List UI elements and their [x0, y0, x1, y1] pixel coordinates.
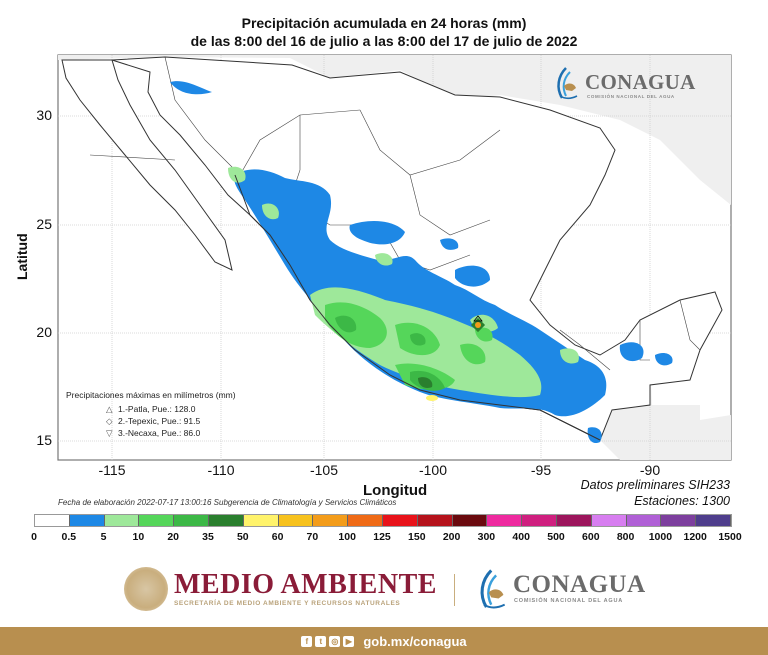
conagua-footer-logo-icon	[480, 569, 506, 609]
stations-count: Estaciones: 1300	[634, 494, 730, 508]
colorbar-tick-label: 1200	[683, 531, 707, 543]
x-axis-label: Longitud	[363, 482, 428, 499]
xtick-110: -110	[207, 462, 235, 478]
colorbar-tick-label: 200	[442, 531, 461, 543]
max-precip-item: ◇ 2.-Tepexic, Pue.: 91.5	[106, 416, 201, 426]
colorbar-swatch	[243, 515, 279, 526]
precipitation-map	[57, 54, 732, 461]
logo-divider	[454, 574, 455, 606]
data-source-note: Datos preliminares SIH233	[580, 478, 730, 492]
colorbar-tick-label: 800	[616, 531, 635, 543]
ytick-15: 15	[36, 432, 52, 448]
colorbar-swatch	[382, 515, 418, 526]
xtick-115: -115	[98, 462, 126, 478]
colorbar-tick-label: 60	[271, 531, 284, 543]
semarnat-logo-name: MEDIO AMBIENTE	[174, 569, 437, 600]
semarnat-logo-subtitle: SECRETARÍA DE MEDIO AMBIENTE Y RECURSOS …	[174, 600, 401, 607]
colorbar-tick-label: 500	[547, 531, 565, 543]
ytick-20: 20	[36, 324, 52, 340]
diamond-icon: ◇	[106, 416, 113, 426]
colorbar-swatch	[313, 515, 349, 526]
colorbar-tick-label: 20	[167, 531, 180, 543]
colorbar-swatch	[348, 515, 383, 526]
colorbar-swatch	[661, 515, 697, 526]
triangle-down-icon: ▽	[106, 428, 113, 438]
colorbar-tick-label: 100	[338, 531, 356, 543]
elaboration-date-note: Fecha de elaboración 2022-07-17 13:00:16…	[58, 498, 397, 507]
twitter-icon[interactable]: t	[315, 635, 327, 647]
website-link[interactable]: gob.mx/conagua	[363, 633, 467, 649]
colorbar-ticks: 0 0.5 5 10 20 35 50 60 70 100 125 150 200 300 400 500 60…	[31, 531, 742, 545]
xtick-90: -90	[639, 462, 661, 478]
colorbar-tick-label: 0.5	[61, 531, 77, 543]
colorbar-swatch	[452, 515, 488, 526]
colorbar-swatch	[139, 515, 175, 526]
conagua-logo-icon	[557, 67, 578, 100]
colorbar-swatch	[696, 515, 731, 526]
colorbar-tick-label: 125	[373, 531, 391, 543]
colorbar-swatch	[69, 515, 105, 526]
mexico-seal-icon	[124, 567, 168, 611]
conagua-footer-name: CONAGUA	[513, 571, 646, 598]
colorbar	[34, 514, 732, 527]
instagram-icon[interactable]: ◎	[329, 635, 341, 647]
xtick-95: -95	[530, 462, 552, 478]
colorbar-swatch	[556, 515, 592, 526]
colorbar-swatch	[278, 515, 314, 526]
colorbar-tick-label: 35	[202, 531, 214, 543]
youtube-icon[interactable]: ▶	[343, 635, 355, 647]
colorbar-tick-label: 50	[236, 531, 249, 543]
triangle-up-icon: △	[106, 404, 113, 414]
y-axis-label: Latitud	[14, 233, 30, 280]
colorbar-tick-label: 1500	[718, 531, 742, 543]
header-logo-subtitle: COMISIÓN NACIONAL DEL AGUA	[587, 94, 675, 99]
max-precip-legend: Precipitaciones máximas en milímetros (m…	[66, 390, 236, 439]
colorbar-swatch	[35, 515, 70, 526]
colorbar-tick-label: 1000	[648, 531, 673, 543]
colorbar-swatch	[626, 515, 662, 526]
conagua-footer-subtitle: COMISIÓN NACIONAL DEL AGUA	[514, 598, 624, 604]
colorbar-tick-label: 300	[477, 531, 496, 543]
colorbar-swatch	[522, 515, 557, 526]
xtick-105: -105	[309, 462, 339, 478]
chart-subtitle: de las 8:00 del 16 de julio a las 8:00 d…	[190, 33, 578, 49]
colorbar-tick-label: 70	[306, 531, 319, 543]
colorbar-swatch	[591, 515, 627, 526]
colorbar-tick-label: 150	[408, 531, 426, 543]
colorbar-swatch	[104, 515, 140, 526]
colorbar-tick-label: 5	[100, 531, 107, 543]
max-precip-item: △ 1.-Patla, Pue.: 128.0	[106, 404, 196, 414]
colorbar-tick-label: 0	[31, 531, 37, 543]
footer-bar: f t ◎ ▶ gob.mx/conagua	[0, 627, 768, 655]
colorbar-swatch	[417, 515, 453, 526]
colorbar-tick-label: 600	[582, 531, 600, 543]
ytick-30: 30	[36, 107, 52, 123]
max-precip-item: ▽ 3.-Necaxa, Pue.: 86.0	[106, 428, 201, 438]
colorbar-tick-label: 10	[132, 531, 145, 543]
header-logo-name: CONAGUA	[585, 70, 696, 94]
colorbar-tick-label: 400	[512, 531, 530, 543]
colorbar-swatch	[208, 515, 244, 526]
colorbar-swatch	[174, 515, 209, 526]
colorbar-swatch	[487, 515, 523, 526]
max-precip-title: Precipitaciones máximas en milímetros (m…	[66, 390, 236, 400]
xtick-100: -100	[418, 462, 448, 478]
ytick-25: 25	[36, 216, 52, 232]
facebook-icon[interactable]: f	[301, 635, 313, 647]
chart-title: Precipitación acumulada en 24 horas (mm)	[241, 15, 527, 31]
